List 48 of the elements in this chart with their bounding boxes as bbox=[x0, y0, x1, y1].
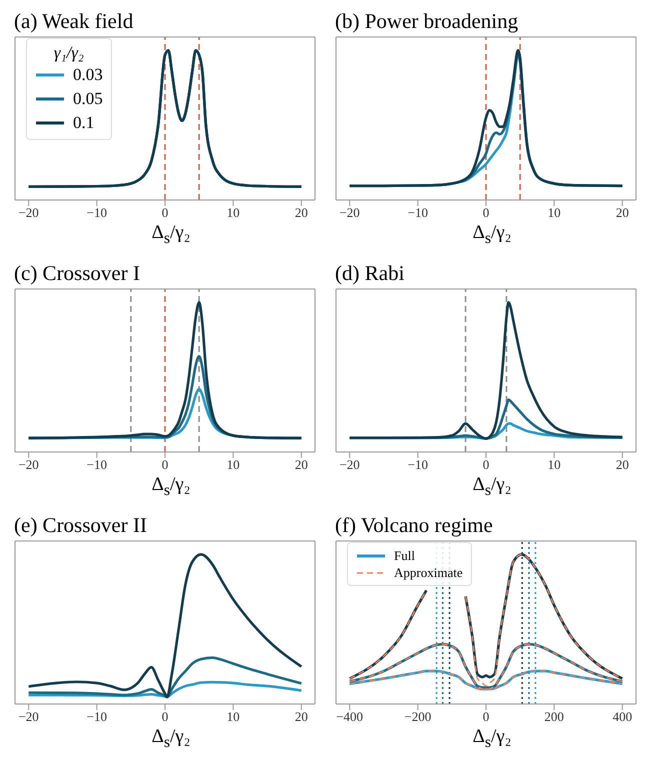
x-tick-label: 10 bbox=[548, 457, 561, 472]
x-tick-label: −10 bbox=[86, 205, 107, 220]
x-tick-label: 0 bbox=[162, 709, 168, 724]
x-tick-label: −400 bbox=[336, 709, 364, 724]
chart-title: (b) Power broadening bbox=[334, 8, 520, 34]
x-axis-title: Δ$_{s}$/γ₂ bbox=[472, 726, 512, 752]
x-tick-label: 20 bbox=[616, 205, 629, 220]
x-tick-label: 10 bbox=[548, 205, 561, 220]
x-tick-label: −20 bbox=[18, 205, 39, 220]
x-tick-label: 400 bbox=[612, 709, 632, 724]
x-tick-label: −20 bbox=[18, 457, 39, 472]
x-tick-label: 0 bbox=[482, 457, 490, 472]
x-tick-label: 0 bbox=[482, 709, 490, 724]
legend-label: 0.1 bbox=[73, 112, 94, 134]
legend-label: Full bbox=[394, 547, 415, 564]
x-tick-label: 10 bbox=[226, 709, 240, 724]
chart-title: (f) Volcano regime bbox=[334, 512, 494, 538]
x-tick-label: −20 bbox=[339, 457, 360, 472]
x-tick-label: −10 bbox=[408, 457, 428, 472]
x-tick-label: 200 bbox=[544, 709, 564, 724]
legend-label: 0.03 bbox=[73, 64, 103, 86]
x-axis-title: Δ$_{s}$/γ₂ bbox=[472, 474, 512, 500]
legend-title: γ₁/γ₂ bbox=[52, 43, 85, 63]
x-tick-label: 0 bbox=[162, 205, 168, 220]
x-axis-title: Δ$_{s}$/γ₂ bbox=[150, 726, 192, 752]
legend-label: Approximate bbox=[394, 564, 463, 581]
chart-title: (a) Weak field bbox=[13, 8, 134, 34]
x-tick-label: 20 bbox=[294, 709, 308, 724]
x-tick-label: −10 bbox=[86, 709, 107, 724]
legend-label: 0.05 bbox=[73, 88, 103, 110]
x-tick-label: −20 bbox=[339, 205, 360, 220]
x-tick-label: −10 bbox=[408, 205, 428, 220]
x-tick-label: −10 bbox=[86, 457, 107, 472]
x-axis-title: Δ$_{s}$/γ₂ bbox=[150, 222, 192, 248]
x-tick-label: 20 bbox=[294, 205, 308, 220]
x-tick-label: 20 bbox=[294, 457, 308, 472]
x-axis-title: Δ$_{s}$/γ₂ bbox=[472, 222, 512, 248]
x-tick-label: −200 bbox=[404, 709, 432, 724]
x-tick-label: 0 bbox=[482, 205, 490, 220]
x-axis-title: Δ$_{s}$/γ₂ bbox=[150, 474, 192, 500]
chart-title: (e) Crossover II bbox=[13, 512, 148, 538]
chart-title: (d) Rabi bbox=[334, 260, 406, 286]
x-tick-label: 10 bbox=[226, 457, 240, 472]
x-tick-label: 20 bbox=[616, 457, 629, 472]
chart-title: (c) Crossover I bbox=[13, 260, 141, 286]
x-tick-label: −20 bbox=[18, 709, 39, 724]
x-tick-label: 0 bbox=[162, 457, 168, 472]
x-tick-label: 10 bbox=[226, 205, 240, 220]
